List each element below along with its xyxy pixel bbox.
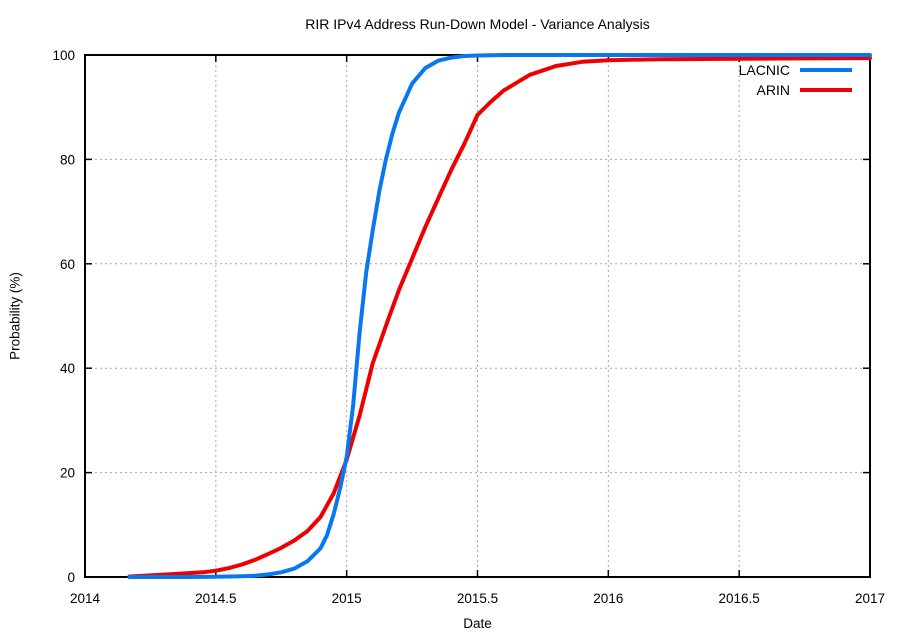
series-curve-arin bbox=[127, 56, 872, 579]
x-tick-label: 2016 bbox=[593, 591, 623, 606]
x-tick-label: 2015.5 bbox=[457, 591, 498, 606]
y-tick-label: 100 bbox=[52, 48, 75, 63]
x-tick-label: 2017 bbox=[855, 591, 885, 606]
y-tick-label: 0 bbox=[67, 570, 75, 585]
y-tick-label: 20 bbox=[60, 466, 75, 481]
x-axis-label: Date bbox=[463, 616, 492, 631]
x-tick-label: 2014.5 bbox=[195, 591, 236, 606]
series-curve-lacnic bbox=[127, 53, 872, 579]
x-tick-label: 2016.5 bbox=[719, 591, 760, 606]
x-tick-label: 2014 bbox=[70, 591, 101, 606]
y-tick-label: 60 bbox=[60, 257, 75, 272]
legend-label-arin: ARIN bbox=[757, 82, 790, 98]
x-tick-label: 2015 bbox=[332, 591, 362, 606]
y-tick-label: 40 bbox=[60, 361, 75, 376]
chart-title: RIR IPv4 Address Run-Down Model - Varian… bbox=[305, 16, 650, 32]
legend-label-lacnic: LACNIC bbox=[739, 62, 790, 78]
y-tick-label: 80 bbox=[60, 152, 75, 167]
